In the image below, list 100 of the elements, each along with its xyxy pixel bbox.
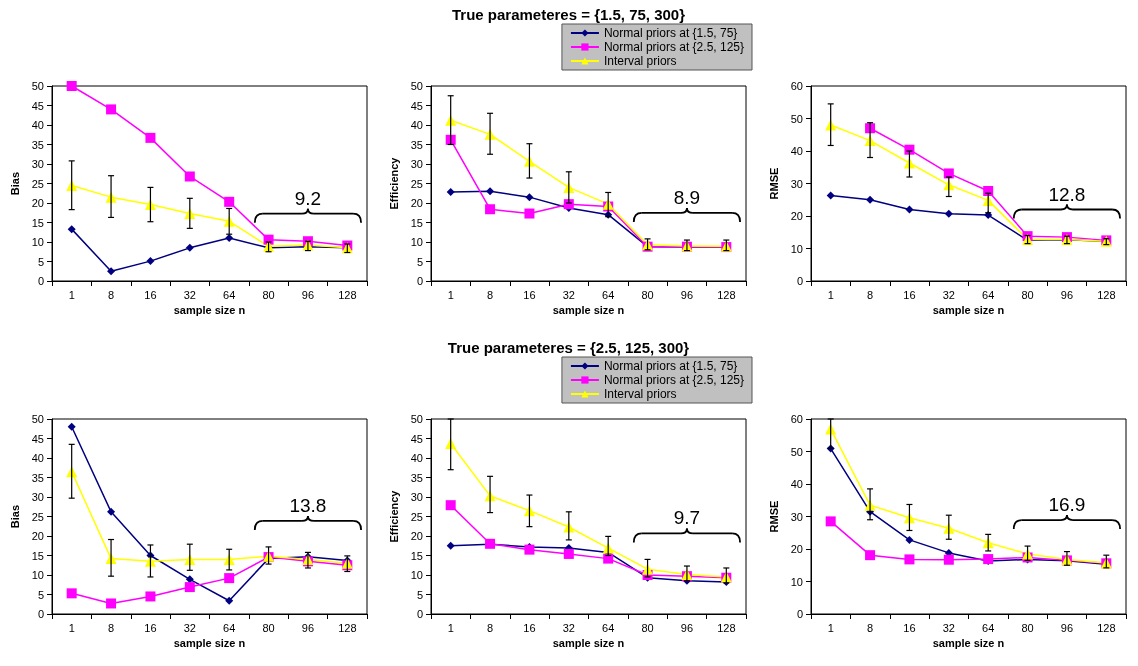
- annotation: 9.7: [674, 507, 701, 529]
- y-tick-label: 50: [31, 413, 44, 425]
- y-tick-label: 10: [790, 575, 803, 588]
- legend-label: Interval priors: [604, 387, 677, 401]
- x-tick-label: 32: [183, 621, 196, 634]
- y-tick-label: 40: [31, 452, 44, 464]
- x-tick-label: 80: [1021, 288, 1034, 301]
- y-tick-label: 10: [790, 242, 803, 255]
- y-tick-label: 40: [790, 145, 803, 157]
- y-tick-label: 15: [411, 549, 424, 562]
- x-axis-title: sample size n: [173, 637, 246, 650]
- x-tick-label: 64: [602, 621, 615, 634]
- legend-label: Normal priors at {1.5, 75}: [604, 26, 738, 40]
- annotation: 16.9: [1048, 494, 1086, 516]
- x-tick-label: 1: [827, 288, 834, 301]
- x-tick-label: 32: [562, 288, 576, 301]
- x-tick-label: 8: [108, 621, 115, 634]
- x-axis-title: sample size n: [553, 637, 625, 650]
- y-tick-label: 15: [31, 216, 44, 229]
- x-tick-label: 128: [338, 621, 357, 634]
- y-tick-label: 45: [31, 99, 44, 112]
- y-tick-label: 20: [31, 530, 44, 542]
- y-tick-label: 0: [417, 275, 424, 287]
- y-tick-label: 35: [31, 138, 44, 151]
- x-tick-label: 128: [1096, 288, 1116, 301]
- x-tick-label: 32: [183, 288, 196, 301]
- y-tick-label: 20: [411, 197, 424, 209]
- y-tick-label: 40: [31, 119, 44, 131]
- y-tick-label: 20: [31, 197, 44, 209]
- y-axis-title: Efficiency: [388, 489, 401, 543]
- y-tick-label: 35: [411, 138, 424, 151]
- y-axis-title: Bias: [9, 504, 22, 529]
- legend-label: Normal priors at {1.5, 75}: [604, 359, 738, 373]
- y-tick-label: 10: [411, 236, 424, 248]
- y-tick-label: 35: [411, 471, 424, 484]
- y-tick-label: 40: [411, 119, 424, 131]
- x-tick-label: 96: [301, 621, 315, 634]
- x-tick-label: 80: [641, 288, 654, 301]
- y-tick-label: 50: [31, 80, 44, 92]
- annotation: 9.2: [294, 187, 322, 209]
- y-tick-label: 30: [411, 491, 424, 503]
- x-tick-label: 96: [1060, 621, 1073, 634]
- y-tick-label: 25: [411, 177, 424, 190]
- y-tick-label: 0: [37, 275, 44, 287]
- y-axis-title: RMSE: [767, 167, 780, 200]
- x-tick-label: 128: [717, 621, 736, 634]
- x-tick-label: 64: [223, 288, 236, 301]
- x-tick-label: 16: [144, 621, 157, 634]
- x-tick-label: 1: [447, 621, 455, 634]
- y-tick-label: 20: [790, 210, 803, 222]
- y-tick-label: 15: [31, 549, 44, 562]
- x-tick-label: 32: [942, 288, 955, 301]
- y-tick-label: 0: [37, 608, 44, 620]
- x-tick-label: 80: [1021, 621, 1034, 634]
- y-tick-label: 60: [790, 80, 803, 92]
- x-tick-label: 16: [902, 621, 916, 634]
- y-tick-label: 40: [790, 478, 803, 490]
- x-tick-label: 8: [487, 288, 494, 301]
- x-axis-title: sample size n: [932, 304, 1005, 317]
- x-tick-label: 16: [144, 288, 157, 301]
- x-tick-label: 8: [866, 621, 873, 634]
- legend-label: Normal priors at {2.5, 125}: [604, 40, 745, 54]
- x-tick-label: 1: [68, 621, 75, 634]
- x-tick-label: 16: [523, 288, 536, 301]
- chart-title: True parameteres = {2.5, 125, 300}: [448, 339, 690, 356]
- y-tick-label: 25: [31, 510, 44, 523]
- legend-label: Normal priors at {2.5, 125}: [604, 373, 745, 387]
- chart-title: True parameteres = {1.5, 75, 300}: [452, 6, 686, 23]
- y-tick-label: 30: [411, 158, 424, 170]
- y-tick-label: 5: [37, 255, 44, 268]
- y-tick-label: 5: [417, 588, 424, 601]
- x-axis-title: sample size n: [932, 637, 1005, 650]
- x-tick-label: 64: [981, 621, 994, 634]
- x-tick-label: 80: [262, 288, 275, 301]
- x-tick-label: 64: [981, 288, 994, 301]
- x-tick-label: 96: [681, 288, 694, 301]
- y-tick-label: 5: [37, 588, 44, 601]
- y-tick-label: 40: [411, 452, 424, 464]
- y-axis-title: RMSE: [767, 500, 780, 533]
- y-tick-label: 30: [31, 491, 44, 503]
- y-tick-label: 20: [411, 530, 424, 542]
- x-tick-label: 8: [866, 288, 873, 301]
- x-tick-label: 32: [942, 621, 955, 634]
- y-tick-label: 50: [790, 445, 803, 458]
- x-axis-title: sample size n: [173, 304, 246, 317]
- y-tick-label: 50: [411, 80, 424, 92]
- x-tick-label: 128: [717, 288, 736, 301]
- x-tick-label: 64: [602, 288, 615, 301]
- y-tick-label: 35: [31, 471, 44, 484]
- x-tick-label: 80: [262, 621, 275, 634]
- x-tick-label: 80: [641, 621, 654, 634]
- y-tick-label: 60: [790, 413, 803, 425]
- y-tick-label: 25: [31, 177, 44, 190]
- x-tick-label: 16: [902, 288, 916, 301]
- x-tick-label: 8: [487, 621, 494, 634]
- y-tick-label: 20: [790, 543, 803, 555]
- x-tick-label: 96: [681, 621, 694, 634]
- x-tick-label: 16: [523, 621, 536, 634]
- x-tick-label: 128: [1096, 621, 1116, 634]
- x-axis-title: sample size n: [553, 304, 625, 317]
